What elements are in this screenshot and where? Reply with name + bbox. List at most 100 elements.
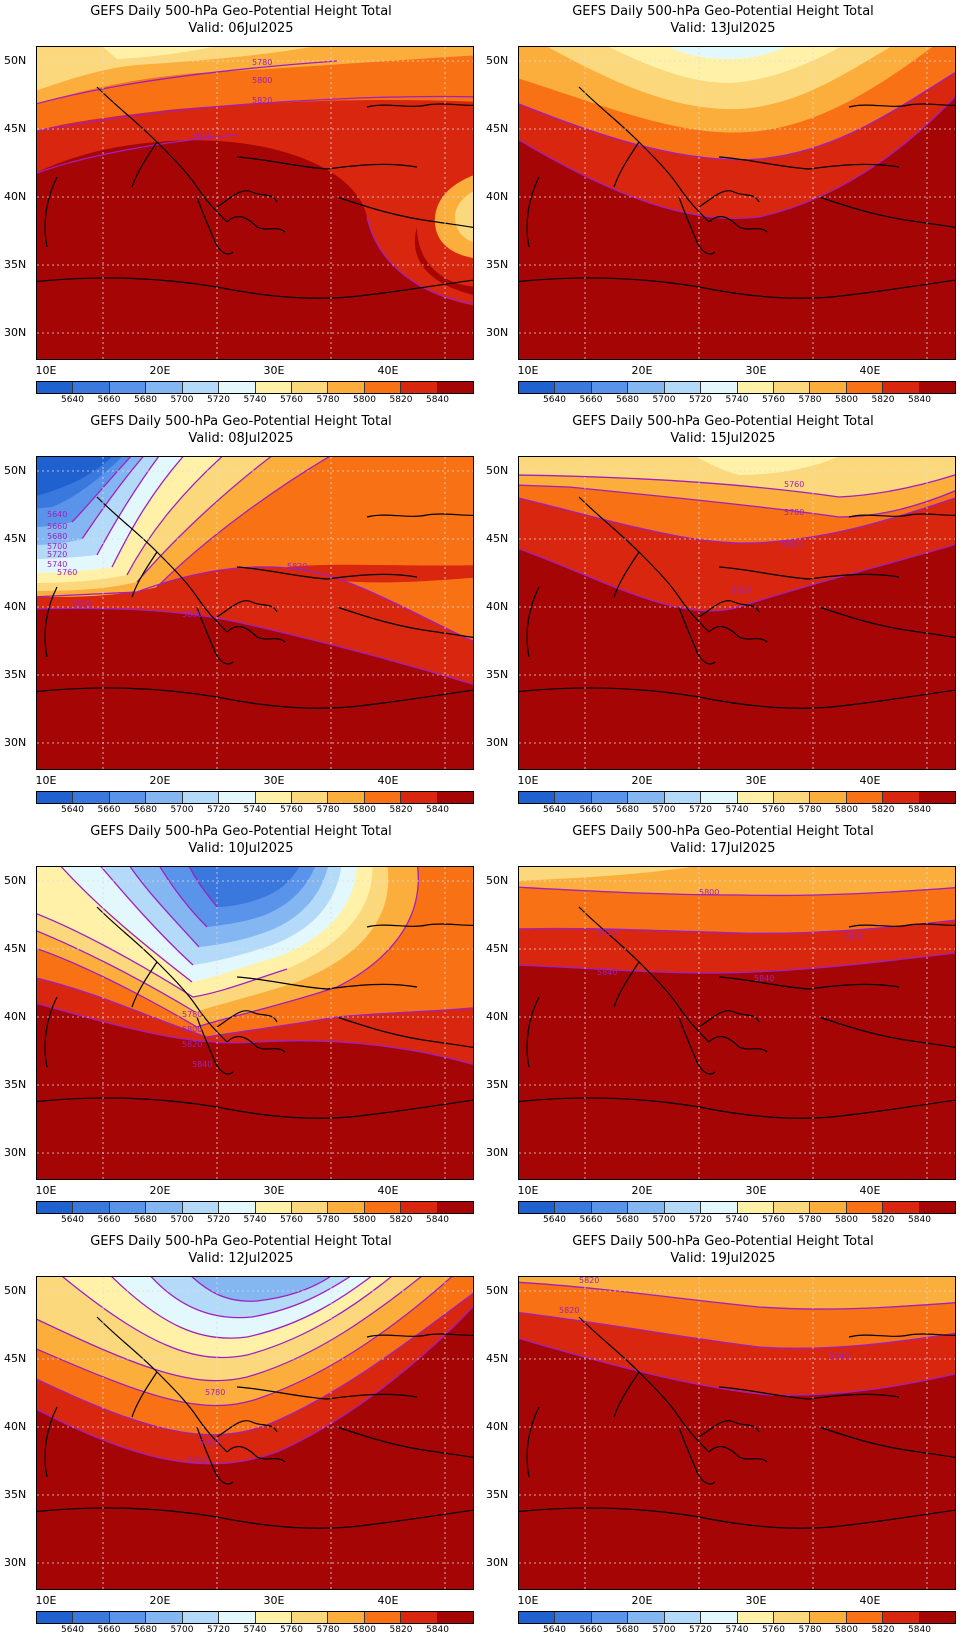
colorbar-swatch: [810, 382, 847, 393]
colorbar-swatch: [883, 1202, 920, 1213]
colorbar-swatch: [664, 382, 702, 393]
colorbar-swatch: [146, 1202, 183, 1213]
coastline: [366, 513, 473, 518]
lat-label: 40N: [486, 600, 509, 613]
contour-line: [519, 474, 955, 498]
coastline: [526, 996, 540, 1068]
colorbar-swatch: [37, 1202, 74, 1213]
contour-label: 5840: [829, 1352, 849, 1361]
colorbar-swatch: [109, 1612, 147, 1623]
colorbar-swatch: [664, 1202, 702, 1213]
colorbar-label: 5780: [798, 805, 822, 815]
colorbar-label: 5740: [725, 1625, 749, 1635]
contour-line: [60, 867, 193, 983]
colorbar-label: 5800: [353, 395, 376, 405]
colorbar-label: 5660: [97, 395, 121, 405]
colorbar-swatch: [182, 1202, 220, 1213]
lat-label: 30N: [486, 326, 509, 339]
colorbar-label: 5720: [689, 395, 712, 405]
contour-line: [37, 1002, 473, 1066]
height-map: 5800 5820 5820 5840 5840: [518, 866, 956, 1180]
colorbar-label: 5760: [280, 805, 303, 815]
colorbar-swatch: [219, 1202, 256, 1213]
coastline: [578, 496, 710, 633]
colorbar-swatch: [437, 1612, 474, 1623]
colorbar-label: 5760: [762, 395, 785, 405]
contour-line: [519, 1281, 955, 1310]
colorbar-swatch: [219, 792, 256, 803]
lat-label: 40N: [486, 1420, 509, 1433]
contour-label: 5800: [182, 1025, 202, 1034]
contour-line: [37, 95, 473, 132]
coastline: [718, 1386, 900, 1400]
coastline: [44, 1406, 58, 1478]
lat-label: 40N: [4, 1010, 27, 1023]
colorbar-label: 5720: [207, 1625, 230, 1635]
colorbar: [518, 1201, 956, 1214]
colorbar-swatch: [437, 792, 474, 803]
contour-label: 5800: [252, 76, 272, 85]
coastline: [96, 906, 228, 1043]
colorbar-label: 5720: [207, 395, 230, 405]
colorbar-label: 5780: [316, 395, 340, 405]
map-panel: GEFS Daily 500-hPa Geo-Potential Height …: [482, 410, 964, 820]
lon-label: 40E: [377, 1594, 399, 1607]
colorbar-label: 5700: [652, 1215, 676, 1225]
colorbar-label: 5840: [908, 395, 931, 405]
coastline: [44, 996, 58, 1068]
colorbar-label: 5680: [134, 1215, 157, 1225]
colorbar-label: 5680: [134, 1625, 157, 1635]
colorbar-swatch: [883, 1612, 920, 1623]
coastline: [818, 196, 955, 229]
valid-date: Valid: 15Jul2025: [670, 431, 776, 446]
height-band: [37, 47, 312, 91]
colorbar-label: 5700: [170, 395, 194, 405]
coastline: [216, 1010, 278, 1028]
contour-label: 5780: [205, 1388, 225, 1397]
lat-label: 50N: [4, 54, 27, 67]
contour-line: [96, 457, 160, 556]
colorbar-label: 5640: [543, 1215, 566, 1225]
lon-label: 30E: [745, 774, 767, 787]
lon-label: 20E: [631, 364, 653, 377]
lat-label: 40N: [486, 1010, 509, 1023]
colorbar-swatch: [401, 1202, 438, 1213]
lat-label: 45N: [486, 942, 509, 955]
coastline: [578, 1316, 710, 1453]
height-band: [434, 175, 473, 258]
height-band: [519, 1277, 955, 1310]
colorbar-label: 5840: [426, 395, 449, 405]
coastline: [96, 496, 228, 633]
coastline: [818, 606, 955, 639]
contour-label: 5800: [699, 888, 719, 897]
colorbar-swatch: [810, 1612, 847, 1623]
contour-line: [519, 95, 955, 219]
lat-label: 35N: [486, 1078, 509, 1091]
coastline: [613, 961, 640, 1008]
panel-title: GEFS Daily 500-hPa Geo-Potential Height …: [90, 414, 392, 429]
coastline: [37, 277, 473, 299]
map-panel: GEFS Daily 500-hPa Geo-Potential Height …: [482, 1230, 964, 1640]
coastline: [336, 1426, 473, 1459]
lon-label: 10E: [517, 1184, 539, 1197]
lat-label: 35N: [486, 1488, 509, 1501]
height-band: [102, 47, 214, 59]
colorbar: [36, 1611, 474, 1624]
colorbar-swatch: [328, 382, 365, 393]
coastline: [578, 86, 710, 223]
lat-label: 40N: [4, 600, 27, 613]
colorbar-label: 5740: [725, 395, 749, 405]
contour-line: [126, 457, 223, 576]
lon-label: 20E: [149, 364, 171, 377]
lon-label: 10E: [35, 1184, 57, 1197]
contour-line: [191, 1277, 332, 1302]
colorbar-label: 5820: [389, 1625, 413, 1635]
coastline: [818, 1016, 955, 1049]
colorbar-swatch: [109, 792, 147, 803]
colorbar-swatch: [628, 382, 665, 393]
coastline: [216, 600, 278, 618]
colorbar-label: 5760: [280, 395, 303, 405]
colorbar-label: 5640: [61, 1625, 84, 1635]
lat-label: 30N: [486, 736, 509, 749]
colorbar-label: 5820: [871, 805, 895, 815]
